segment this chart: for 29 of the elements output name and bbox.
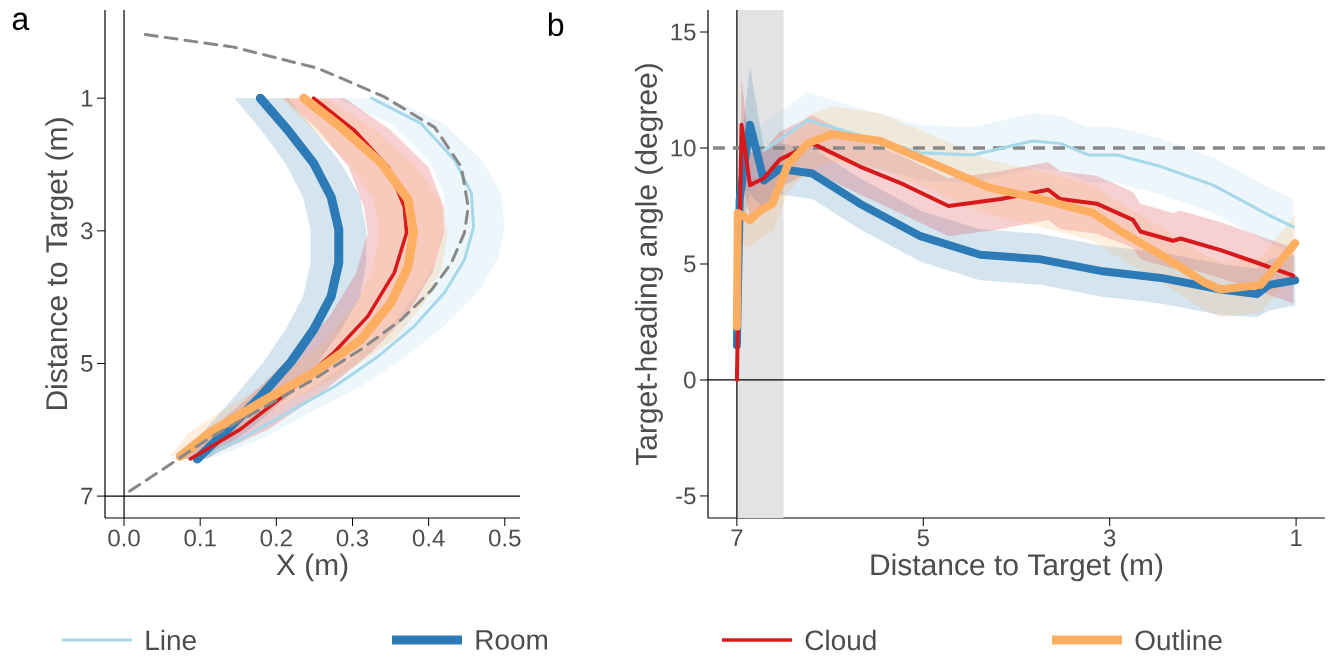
y-tick-label: -5	[676, 487, 696, 505]
y-tick-label: 5	[684, 255, 696, 273]
x-tick-label: 0.1	[184, 529, 216, 547]
y-tick-label: 15	[671, 23, 696, 41]
x-tick-label: 0.4	[412, 529, 445, 547]
y-tick-label: 10	[671, 139, 696, 157]
chart-title: a	[12, 12, 30, 31]
y-tick-label: 5	[81, 355, 93, 372]
y-tick-label: 1	[81, 89, 93, 107]
x-tick-label: 0.3	[336, 529, 369, 547]
x-tick-label: 0.0	[108, 529, 140, 547]
x-tick-label: 7	[731, 529, 743, 547]
x-tick-label: 0.2	[260, 529, 292, 547]
x-axis-title: X (m)	[276, 553, 348, 582]
x-tick-label: 1	[1291, 529, 1302, 547]
x-axis-title: Distance to Target (m)	[871, 553, 1163, 582]
y-axis-title: Target-heading angle (degree)	[634, 64, 663, 466]
x-tick-label: 5	[917, 529, 929, 547]
y-tick-label: 7	[81, 487, 93, 505]
x-tick-label: 0.5	[489, 529, 521, 547]
legend-label: Room	[476, 630, 548, 650]
legend-label: Outline	[1135, 629, 1222, 651]
legend-label: Cloud	[805, 629, 876, 651]
y-tick-label: 3	[81, 222, 93, 240]
legend-label: Line	[146, 629, 196, 651]
y-tick-label: 0	[684, 371, 696, 389]
x-tick-label: 3	[1103, 529, 1116, 547]
y-axis-title: Distance to Target (m)	[45, 118, 74, 410]
chart-title: b	[548, 12, 564, 37]
